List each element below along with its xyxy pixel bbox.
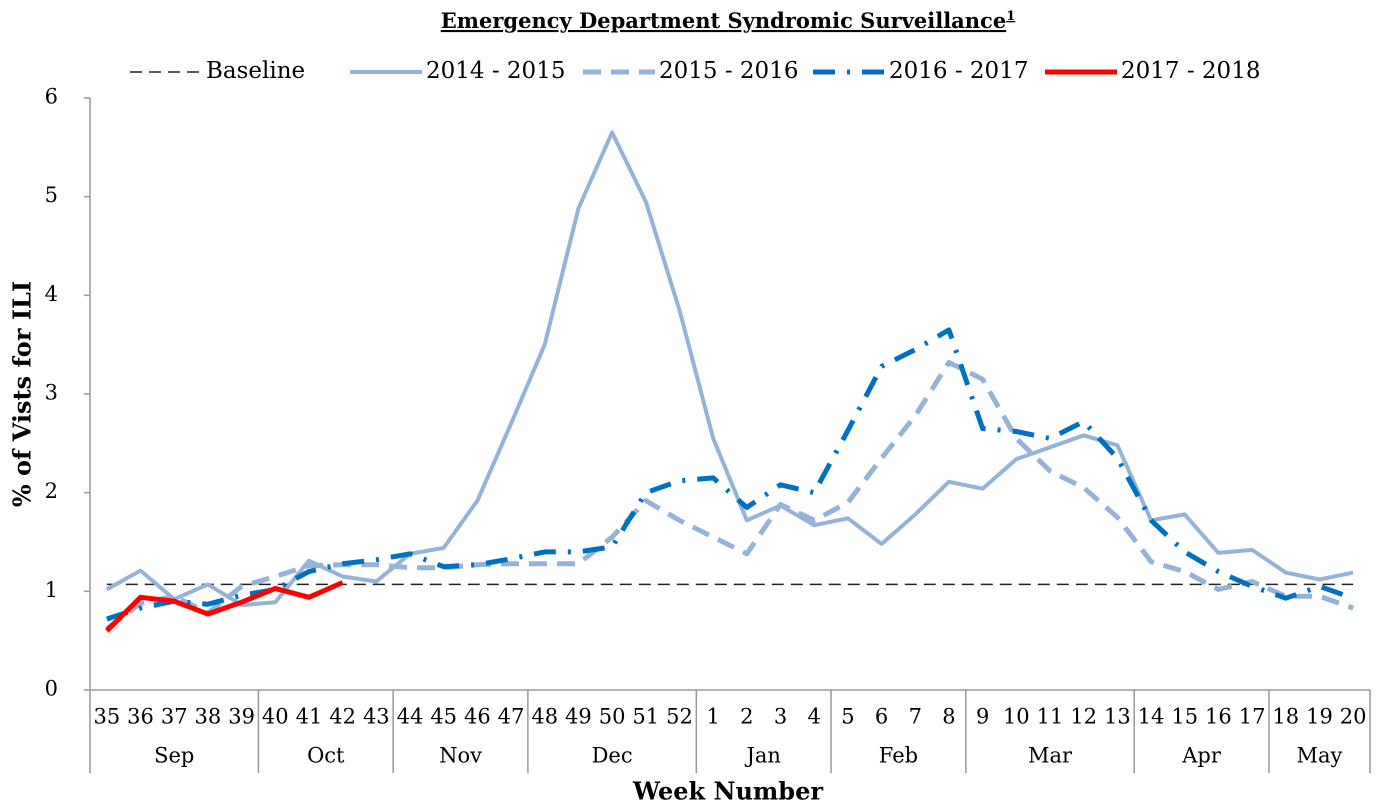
x-tick-label: 14 [1138,705,1165,729]
x-tick-label: 18 [1272,705,1299,729]
chart-title: Emergency Department Syndromic Surveilla… [441,8,1016,33]
x-tick-label: 3 [774,705,787,729]
x-tick-label: 8 [942,705,955,729]
x-tick-label: 1 [706,705,719,729]
x-tick-label: 35 [93,705,120,729]
x-tick-label: 19 [1306,705,1333,729]
x-tick-label: 17 [1239,705,1266,729]
x-tick-label: 2 [740,705,753,729]
month-label: Jan [744,744,780,768]
x-tick-label: 6 [875,705,888,729]
x-tick-label: 5 [841,705,854,729]
x-tick-label: 37 [161,705,188,729]
x-tick-label: 10 [1003,705,1030,729]
x-tick-label: 20 [1340,705,1367,729]
x-tick-label: 16 [1205,705,1232,729]
x-tick-label: 46 [464,705,491,729]
month-label: Sep [154,744,194,768]
title-text: Emergency Department Syndromic Surveilla… [441,8,1006,33]
x-tick-label: 51 [632,705,659,729]
x-tick-label: 7 [909,705,922,729]
x-tick-label: 48 [531,705,558,729]
x-tick-label: 9 [976,705,989,729]
y-tick-label: 2 [45,479,58,503]
x-tick-label: 49 [565,705,592,729]
month-label: Feb [879,744,918,768]
x-tick-label: 39 [228,705,255,729]
x-tick-label: 4 [808,705,821,729]
x-tick-label: 44 [397,705,424,729]
x-tick-label: 11 [1037,705,1064,729]
month-label: May [1297,744,1343,768]
x-tick-label: 45 [430,705,457,729]
legend-label: 2016 - 2017 [889,58,1028,84]
series-line [106,327,1355,622]
x-tick-label: 52 [666,705,693,729]
x-tick-label: 13 [1104,705,1131,729]
month-label: Nov [439,744,482,768]
x-tick-label: 40 [262,705,289,729]
y-tick-label: 5 [45,183,58,207]
legend-label: 2017 - 2018 [1121,58,1260,84]
x-tick-label: 43 [363,705,390,729]
series-line [105,580,344,633]
y-tick-label: 1 [45,578,58,602]
y-tick-label: 0 [45,677,58,701]
x-tick-label: 12 [1070,705,1097,729]
x-tick-label: 50 [599,705,626,729]
legend-label: 2014 - 2015 [426,58,565,84]
x-tick-label: 38 [195,705,222,729]
y-tick-label: 4 [45,282,58,306]
legend-label: Baseline [206,58,305,84]
x-tick-label: 47 [498,705,525,729]
x-tick-label: 41 [296,705,323,729]
month-label: Oct [307,744,345,768]
legend-label: 2015 - 2016 [659,58,798,84]
y-axis-label: % of Vists for ILI [8,281,37,507]
title-note: 1 [1006,9,1015,24]
x-tick-label: 36 [127,705,154,729]
month-label: Dec [592,744,633,768]
y-tick-label: 6 [45,85,58,109]
x-tick-label: 42 [329,705,356,729]
month-label: Mar [1028,744,1073,768]
series-line [105,359,1355,631]
x-tick-label: 15 [1171,705,1198,729]
x-axis-label: Week Number [632,777,823,805]
month-label: Apr [1181,744,1222,768]
y-tick-label: 3 [45,381,58,405]
